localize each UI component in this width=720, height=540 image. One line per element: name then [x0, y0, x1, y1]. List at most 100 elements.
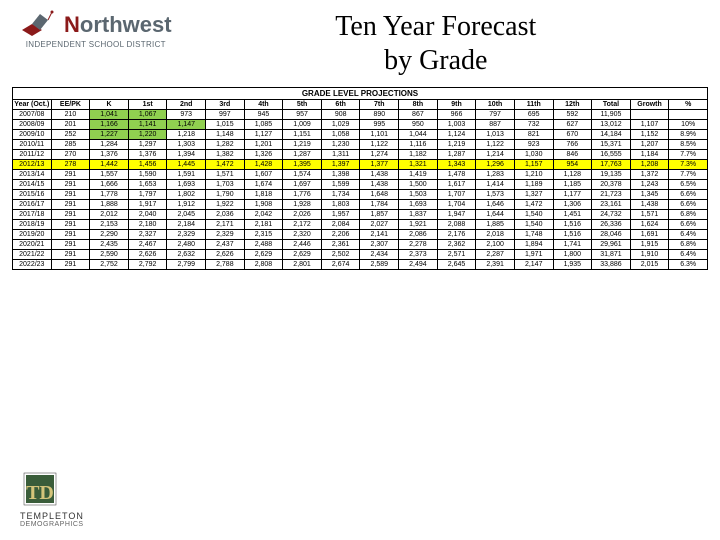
table-cell: 2,172 [283, 220, 322, 230]
table-cell: 1,857 [360, 210, 399, 220]
templeton-brand: TEMPLETON [20, 511, 84, 521]
table-cell: 2,494 [399, 260, 438, 270]
table-cell: 1,376 [128, 150, 167, 160]
table-cell: 31,871 [592, 250, 631, 260]
table-cell: 2,176 [437, 230, 476, 240]
table-row: 2011/122701,3761,3761,3941,3821,3261,287… [13, 150, 708, 160]
table-cell: 2,036 [206, 210, 245, 220]
templeton-mark-icon: TD [20, 469, 60, 509]
table-cell: 995 [360, 120, 399, 130]
table-cell: 1,101 [360, 130, 399, 140]
table-cell: 2,446 [283, 240, 322, 250]
table-cell: 2,629 [244, 250, 283, 260]
table-cell: 291 [51, 240, 90, 250]
table-cell: 1,917 [128, 200, 167, 210]
table-cell: 2,362 [437, 240, 476, 250]
table-cell: 1,283 [476, 170, 515, 180]
table-header: Growth [630, 100, 669, 110]
table-cell: 1,748 [514, 230, 553, 240]
table-cell: 1,617 [437, 180, 476, 190]
table-cell: 1,438 [360, 170, 399, 180]
table-header: 5th [283, 100, 322, 110]
table-cell: 966 [437, 110, 476, 120]
table-cell: 1,177 [553, 190, 592, 200]
table-cell: 1,372 [630, 170, 669, 180]
table-cell: 11,905 [592, 110, 631, 120]
table-cell: 1,456 [128, 160, 167, 170]
table-cell: 1,445 [167, 160, 206, 170]
table-cell: 2,181 [244, 220, 283, 230]
table-cell: 2,320 [283, 230, 322, 240]
table-cell: 1,122 [360, 140, 399, 150]
table-cell: 1,571 [630, 210, 669, 220]
table-cell: 1,182 [399, 150, 438, 160]
table-row: 2019/202912,2902,3272,3292,3292,3152,320… [13, 230, 708, 240]
table-cell: 6.8% [669, 240, 708, 250]
table-cell: 1,157 [514, 160, 553, 170]
table-cell: 2022/23 [13, 260, 52, 270]
table-cell: 1,571 [206, 170, 245, 180]
table-cell: 1,227 [90, 130, 129, 140]
table-cell: 2,435 [90, 240, 129, 250]
table-cell: 957 [283, 110, 322, 120]
table-cell: 1,908 [244, 200, 283, 210]
table-cell: 1,803 [321, 200, 360, 210]
table-cell: 2,042 [244, 210, 283, 220]
table-cell: 670 [553, 130, 592, 140]
table-cell: 2,206 [321, 230, 360, 240]
table-cell: 285 [51, 140, 90, 150]
table-cell: 6.8% [669, 210, 708, 220]
table-cell: 252 [51, 130, 90, 140]
table-row: 2020/212912,4352,4672,4802,4372,4882,446… [13, 240, 708, 250]
table-cell: 1,044 [399, 130, 438, 140]
table-cell: 1,790 [206, 190, 245, 200]
table-cell: 1,218 [167, 130, 206, 140]
table-cell: 1,648 [360, 190, 399, 200]
graduation-cap-icon [20, 10, 60, 40]
table-row: 2009/102521,2271,2201,2181,1481,1271,151… [13, 130, 708, 140]
table-cell: 1,957 [321, 210, 360, 220]
table-cell: 1,573 [476, 190, 515, 200]
table-cell: 1,116 [399, 140, 438, 150]
table-cell: 13,012 [592, 120, 631, 130]
table-cell: 2,645 [437, 260, 476, 270]
table-cell: 1,303 [167, 140, 206, 150]
table-cell [630, 110, 669, 120]
table-cell: 6.6% [669, 190, 708, 200]
table-cell: 2,799 [167, 260, 206, 270]
table-cell: 1,557 [90, 170, 129, 180]
table-cell: 1,802 [167, 190, 206, 200]
table-cell: 1,837 [399, 210, 438, 220]
table-cell: 291 [51, 230, 90, 240]
table-cell: 2014/15 [13, 180, 52, 190]
table-cell: 2,026 [283, 210, 322, 220]
table-cell: 1,219 [283, 140, 322, 150]
table-cell: 1,478 [437, 170, 476, 180]
table-cell: 945 [244, 110, 283, 120]
table-cell: 1,287 [283, 150, 322, 160]
table-cell: 2,626 [206, 250, 245, 260]
table-cell: 1,343 [437, 160, 476, 170]
table-cell: 1,141 [128, 120, 167, 130]
table-cell: 6.4% [669, 250, 708, 260]
table-cell: 592 [553, 110, 592, 120]
table-cell: 1,013 [476, 130, 515, 140]
table-cell: 2,632 [167, 250, 206, 260]
table-cell: 2,391 [476, 260, 515, 270]
table-cell: 1,428 [244, 160, 283, 170]
table-cell: 1,697 [283, 180, 322, 190]
table-cell: 1,041 [90, 110, 129, 120]
table-cell: 1,219 [437, 140, 476, 150]
table-cell: 1,147 [167, 120, 206, 130]
table-cell: 33,886 [592, 260, 631, 270]
table-cell: 1,282 [206, 140, 245, 150]
table-header: 11th [514, 100, 553, 110]
table-cell: 2013/14 [13, 170, 52, 180]
table-cell: 908 [321, 110, 360, 120]
table-cell: 2,088 [437, 220, 476, 230]
table-cell: 2020/21 [13, 240, 52, 250]
table-cell: 2,788 [206, 260, 245, 270]
table-header: 9th [437, 100, 476, 110]
table-cell: 1,922 [206, 200, 245, 210]
table-cell: 2,171 [206, 220, 245, 230]
